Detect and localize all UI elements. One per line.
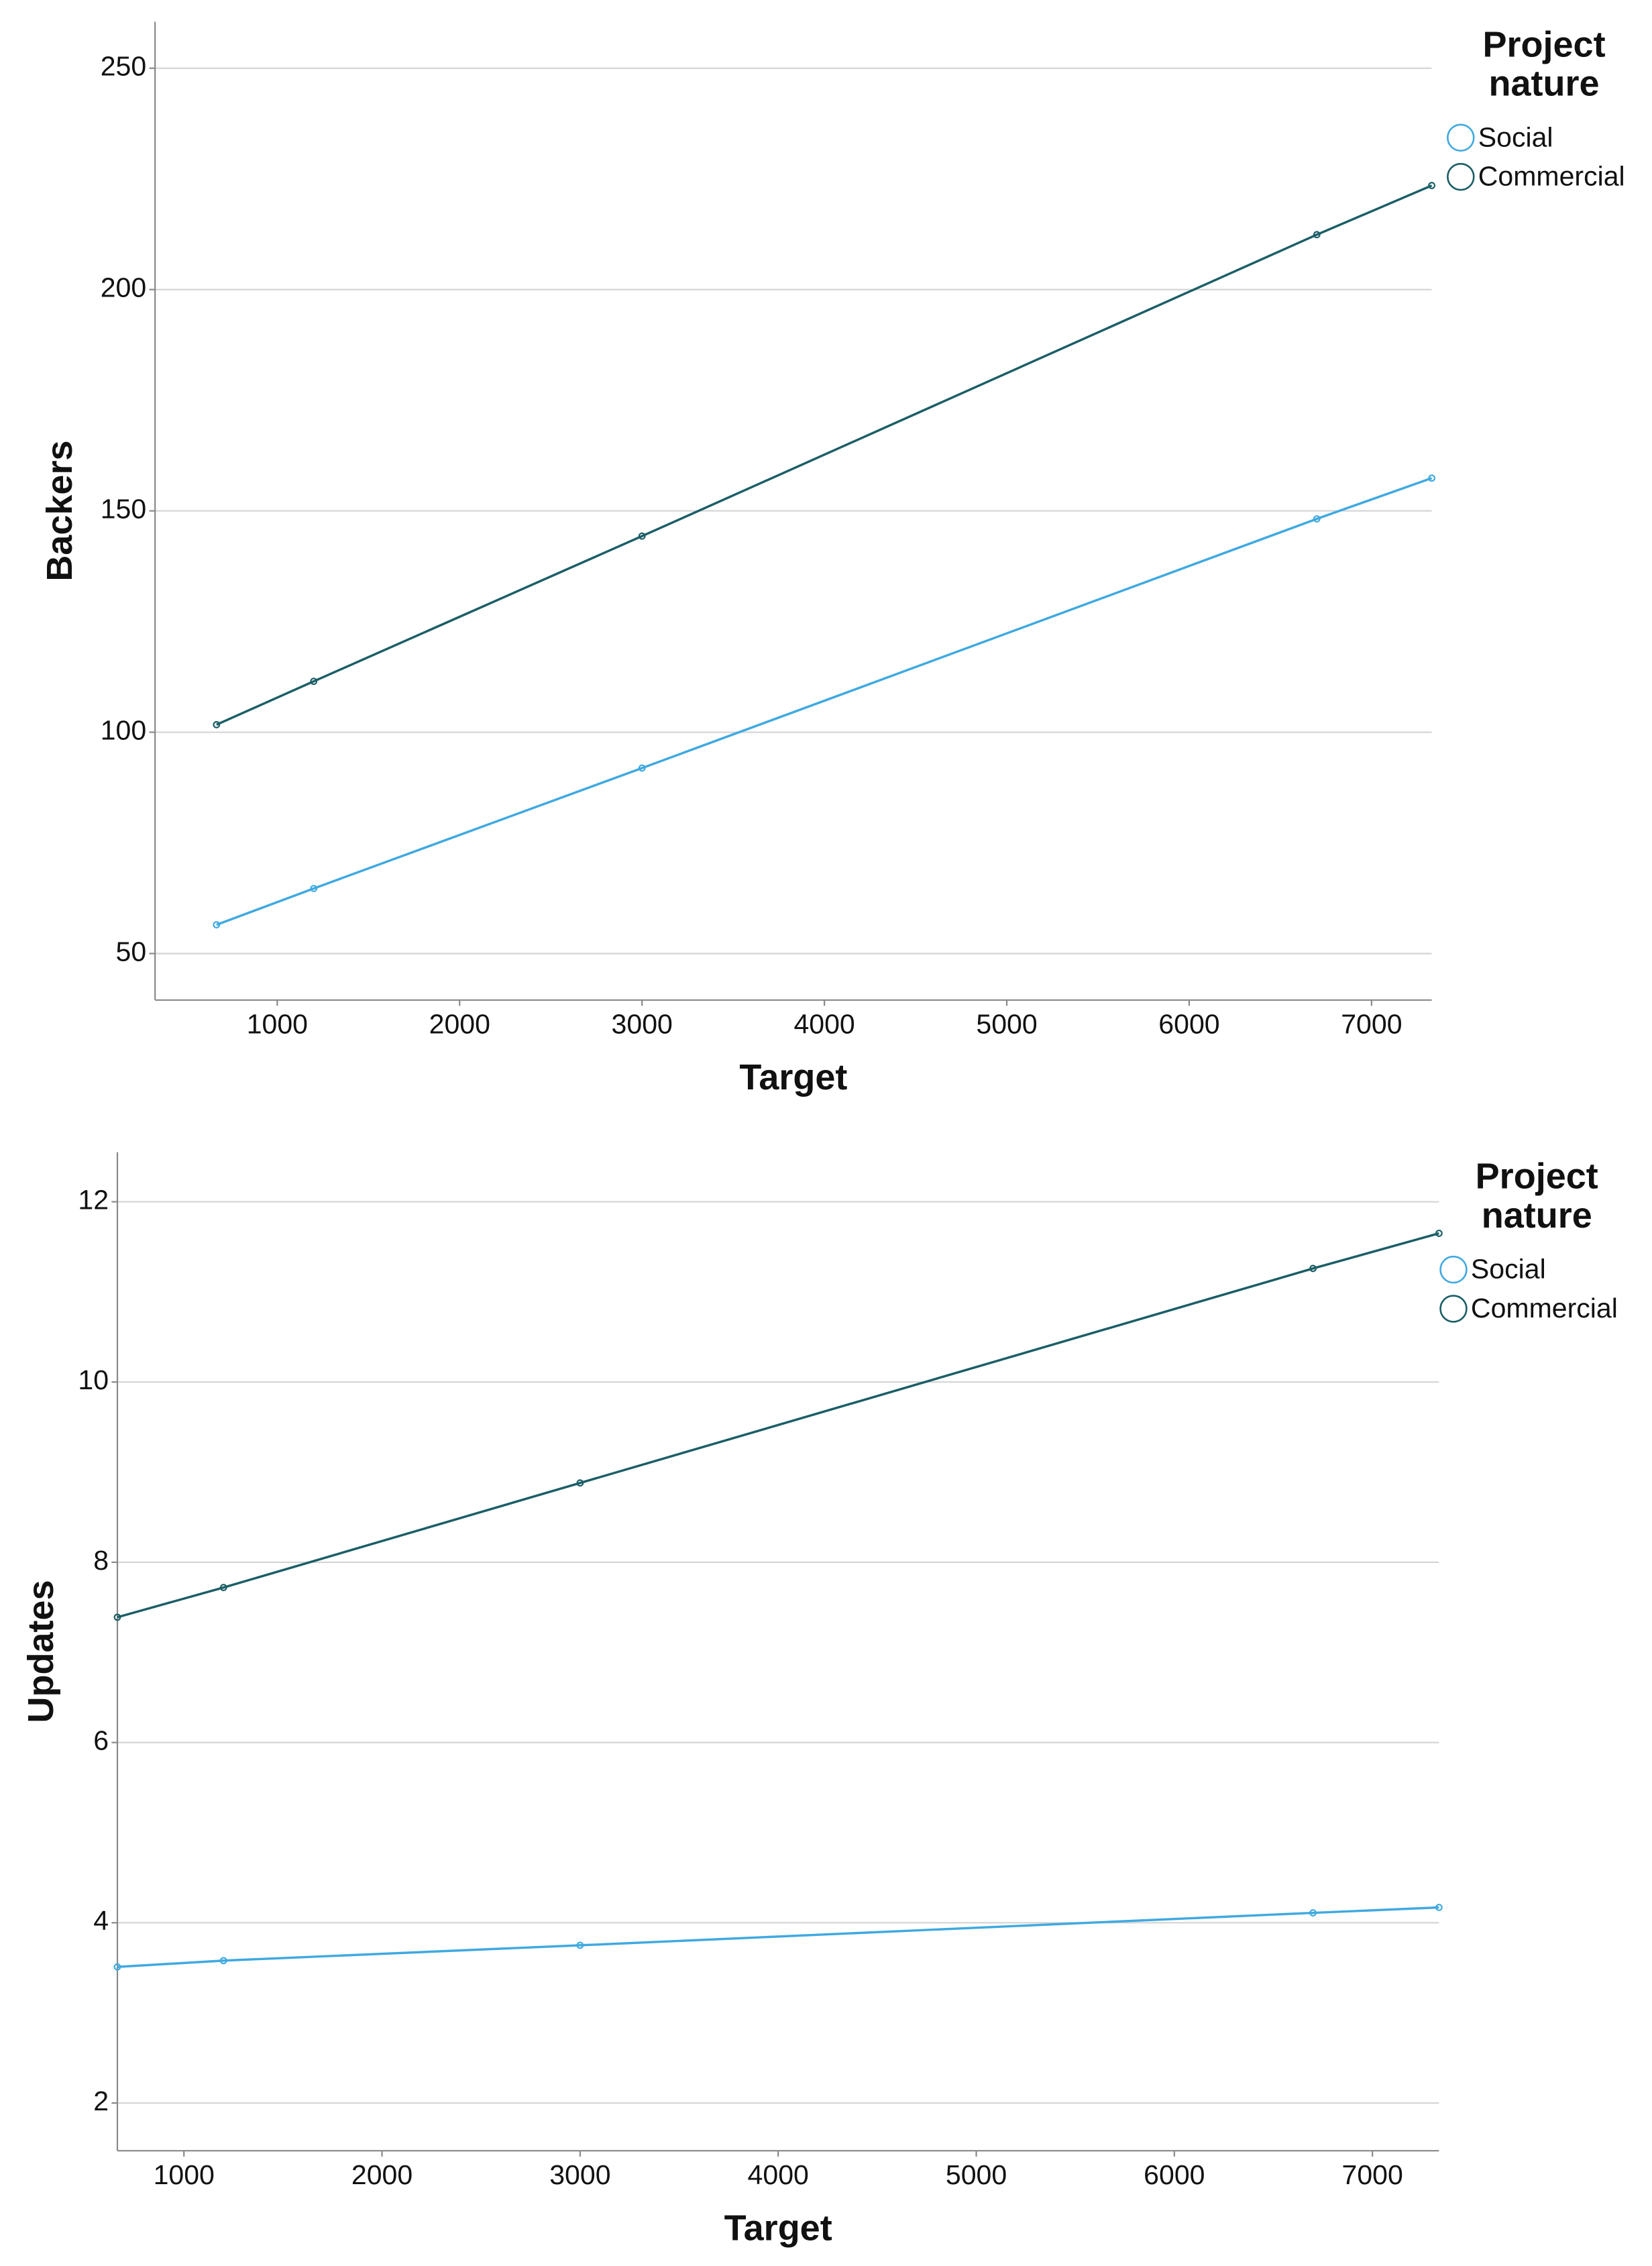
point-marker <box>1435 1904 1443 1911</box>
legend-label: Commercial <box>1471 1293 1618 1324</box>
x-axis-title: Target <box>724 2208 832 2248</box>
point-marker <box>1313 515 1321 523</box>
series-line <box>117 1232 1439 1619</box>
point-marker <box>638 532 646 540</box>
point-marker <box>219 1957 227 1965</box>
point-marker <box>1428 474 1436 482</box>
legend-title-box: Project nature <box>1482 25 1606 105</box>
x-tick-label: 7000 <box>1342 2159 1403 2190</box>
point-marker <box>219 1584 227 1591</box>
y-tick-label: 6 <box>93 1725 109 1756</box>
y-tick-label: 200 <box>101 272 147 303</box>
point-marker <box>310 885 318 892</box>
series-line <box>216 184 1433 726</box>
y-tick-label: 12 <box>78 1184 109 1215</box>
point-marker <box>113 1613 121 1621</box>
x-tick-label: 1000 <box>247 1009 308 1040</box>
y-axis-title: Updates <box>21 1580 61 1723</box>
series-line <box>117 1906 1439 1968</box>
point-marker <box>576 1941 584 1949</box>
point-marker <box>576 1479 584 1487</box>
x-tick-label: 6000 <box>1144 2159 1205 2190</box>
y-tick-label: 100 <box>101 714 147 745</box>
series-line <box>216 477 1433 926</box>
x-tick-label: 5000 <box>976 1009 1037 1040</box>
point-marker <box>1309 1264 1317 1273</box>
legend-label: Commercial <box>1478 161 1625 192</box>
x-tick-label: 1000 <box>154 2159 215 2190</box>
y-tick-label: 150 <box>101 493 147 524</box>
y-tick-label: 10 <box>78 1364 109 1395</box>
x-axis-title: Target <box>739 1057 847 1097</box>
legend-title-box: Project nature <box>1475 1158 1598 1236</box>
y-tick-label: 250 <box>101 51 147 82</box>
y-tick-label: 50 <box>116 936 147 967</box>
y-tick-label: 8 <box>93 1545 109 1576</box>
y-axis-title: Backers <box>40 441 80 582</box>
x-tick-label: 2000 <box>429 1009 490 1040</box>
point-marker <box>1309 1909 1317 1917</box>
point-marker <box>113 1963 121 1971</box>
x-tick-label: 5000 <box>946 2159 1007 2190</box>
legend-title: Project nature <box>1482 25 1606 105</box>
point-marker <box>310 678 318 686</box>
point-marker <box>1313 231 1321 239</box>
legend-marker <box>1439 1295 1468 1323</box>
x-tick-label: 3000 <box>549 2159 610 2190</box>
legend-marker <box>1447 162 1475 191</box>
y-tick-label: 4 <box>93 1905 109 1936</box>
point-marker <box>213 921 221 928</box>
point-marker <box>638 764 646 772</box>
x-tick-label: 6000 <box>1158 1009 1219 1040</box>
x-tick-label: 4000 <box>748 2159 809 2190</box>
y-tick-label: 2 <box>93 2086 109 2116</box>
legend-label: Social <box>1478 121 1553 152</box>
x-tick-label: 7000 <box>1341 1009 1402 1040</box>
point-marker <box>1435 1230 1443 1237</box>
legend-marker <box>1447 123 1475 152</box>
legend-marker <box>1439 1255 1468 1284</box>
legend-title: Project nature <box>1475 1158 1598 1236</box>
point-marker <box>1428 182 1436 189</box>
x-tick-label: 2000 <box>351 2159 412 2190</box>
legend-label: Social <box>1471 1254 1546 1285</box>
x-tick-label: 4000 <box>793 1009 855 1040</box>
point-marker <box>213 720 221 729</box>
x-tick-label: 3000 <box>612 1009 673 1040</box>
